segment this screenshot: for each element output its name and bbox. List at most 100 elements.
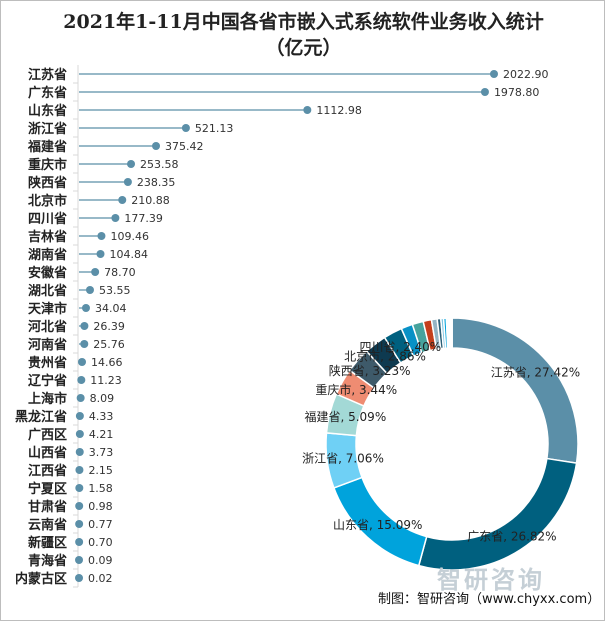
category-label: 黑龙江省 bbox=[15, 409, 67, 425]
slice-label: 重庆市, 3.44% bbox=[315, 382, 397, 397]
slice-label: 浙江省, 7.06% bbox=[302, 452, 384, 466]
lollipop-dot bbox=[181, 124, 190, 132]
title-line: 2021年1-11月中国各省市嵌入式系统软件业务收入统计 bbox=[63, 11, 544, 33]
category-label: 天津市 bbox=[28, 301, 67, 317]
lollipop-dot bbox=[118, 196, 127, 204]
category-label: 江苏省 bbox=[28, 67, 67, 83]
slice-label: 江苏省, 27.42% bbox=[491, 365, 580, 379]
value-label: 0.70 bbox=[88, 536, 113, 549]
category-label: 山西省 bbox=[28, 445, 67, 461]
category-label: 青海省 bbox=[28, 553, 67, 569]
lollipop-dot bbox=[75, 574, 84, 582]
value-label: 1112.98 bbox=[316, 104, 362, 117]
lollipop-dot bbox=[75, 538, 84, 546]
slice-label: 陕西省, 3.23% bbox=[329, 363, 411, 378]
lollipop-dot bbox=[96, 250, 105, 258]
value-label: 34.04 bbox=[95, 302, 127, 315]
value-label: 210.88 bbox=[131, 194, 170, 207]
lollipop-dot bbox=[75, 520, 84, 528]
value-label: 78.70 bbox=[104, 266, 136, 279]
category-label: 河北省 bbox=[28, 319, 67, 335]
value-label: 8.09 bbox=[90, 392, 115, 405]
lollipop-dot bbox=[111, 214, 120, 222]
slice-label: 广东省, 26.82% bbox=[467, 529, 556, 543]
category-label: 广西区 bbox=[28, 427, 67, 443]
lollipop-dot bbox=[75, 448, 84, 456]
value-label: 4.33 bbox=[89, 410, 114, 423]
lollipop-dot bbox=[127, 160, 136, 168]
lollipop-dot bbox=[123, 178, 132, 186]
value-label: 25.76 bbox=[93, 338, 125, 351]
value-label: 53.55 bbox=[99, 284, 131, 297]
lollipop-dot bbox=[75, 502, 84, 510]
lollipop-dot bbox=[77, 376, 86, 384]
value-label: 2.15 bbox=[88, 464, 113, 477]
value-label: 253.58 bbox=[140, 158, 179, 171]
value-label: 0.09 bbox=[88, 554, 113, 567]
category-label: 云南省 bbox=[28, 517, 67, 533]
slice-label: 北京市, 2.86% bbox=[344, 349, 426, 364]
value-label: 14.66 bbox=[91, 356, 123, 369]
value-label: 2022.90 bbox=[503, 68, 549, 81]
value-label: 104.84 bbox=[110, 248, 148, 261]
lollipop-dot bbox=[78, 358, 87, 366]
lollipop-dot bbox=[91, 268, 100, 276]
lollipop-dot bbox=[97, 232, 106, 240]
value-label: 4.21 bbox=[89, 428, 114, 441]
slice-label: 山东省, 15.09% bbox=[333, 518, 422, 532]
value-label: 0.02 bbox=[88, 572, 113, 585]
source-note: 制图：智研咨询（www.chyxx.com） bbox=[378, 592, 601, 607]
watermark-logo: 智研咨询 bbox=[437, 566, 545, 594]
category-label: 新疆区 bbox=[28, 535, 67, 551]
lollipop-dot bbox=[81, 304, 90, 312]
value-label: 375.42 bbox=[165, 140, 204, 153]
category-label: 四川省 bbox=[28, 211, 67, 227]
category-label: 浙江省 bbox=[28, 121, 67, 137]
value-label: 1978.80 bbox=[494, 86, 540, 99]
category-label: 福建省 bbox=[27, 139, 67, 155]
lollipop-dot bbox=[480, 88, 489, 96]
category-label: 安徽省 bbox=[28, 265, 67, 281]
value-label: 238.35 bbox=[137, 176, 176, 189]
value-label: 11.23 bbox=[90, 374, 122, 387]
value-label: 109.46 bbox=[110, 230, 149, 243]
slice-label: 四川省, 2.40% bbox=[359, 340, 441, 354]
lollipop-dot bbox=[75, 466, 84, 474]
slice-label: 福建省, 5.09% bbox=[304, 409, 386, 424]
category-label: 辽宁省 bbox=[28, 373, 67, 389]
lollipop-dot bbox=[75, 556, 84, 564]
category-label: 上海市 bbox=[28, 391, 67, 407]
value-label: 1.58 bbox=[88, 482, 113, 495]
category-label: 吉林省 bbox=[28, 229, 67, 245]
lollipop-dot bbox=[80, 340, 89, 348]
category-label: 宁夏区 bbox=[28, 481, 67, 497]
value-label: 26.39 bbox=[93, 320, 125, 333]
lollipop-dot bbox=[152, 142, 161, 150]
value-label: 0.77 bbox=[88, 518, 113, 531]
lollipop-dot bbox=[75, 484, 84, 492]
category-label: 北京市 bbox=[28, 193, 67, 209]
lollipop-dot bbox=[490, 70, 498, 78]
value-label: 177.39 bbox=[124, 212, 163, 225]
category-label: 湖北省 bbox=[28, 283, 67, 299]
chart-title: 2021年1-11月中国各省市嵌入式系统软件业务收入统计 （亿元） bbox=[1, 9, 604, 61]
lollipop-dot bbox=[76, 394, 85, 402]
category-label: 湖南省 bbox=[28, 247, 67, 263]
lollipop-dot bbox=[85, 286, 94, 294]
lollipop-dot bbox=[80, 322, 89, 330]
category-label: 陕西省 bbox=[28, 175, 67, 191]
value-label: 0.98 bbox=[88, 500, 113, 513]
category-label: 河南省 bbox=[28, 337, 67, 353]
category-label: 贵州省 bbox=[28, 355, 67, 371]
category-label: 内蒙古区 bbox=[15, 571, 67, 587]
donut-slice bbox=[417, 457, 578, 571]
category-label: 江西省 bbox=[28, 463, 67, 479]
category-label: 甘肃省 bbox=[28, 499, 67, 515]
lollipop-dot bbox=[75, 430, 84, 438]
value-label: 521.13 bbox=[195, 122, 234, 135]
category-label: 山东省 bbox=[28, 103, 67, 119]
donut-slice bbox=[451, 317, 579, 464]
category-label: 广东省 bbox=[28, 85, 67, 101]
